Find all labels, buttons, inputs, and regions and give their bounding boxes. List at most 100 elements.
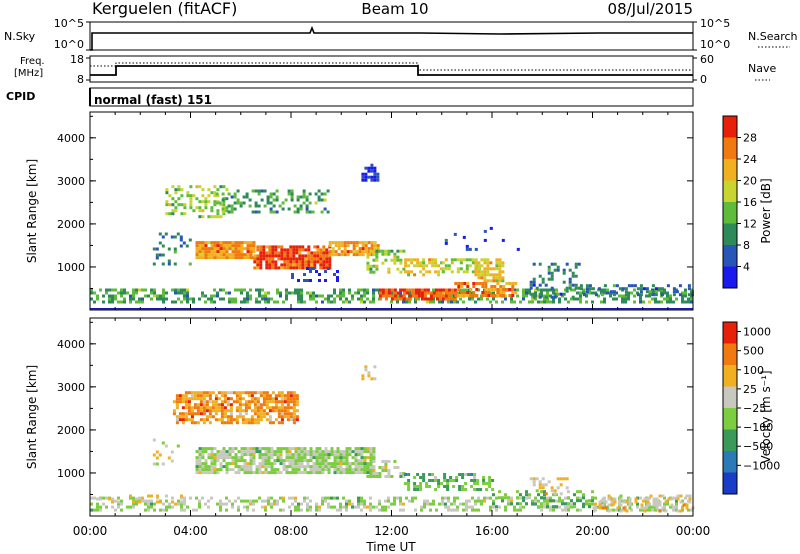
velocity-cell: [202, 400, 206, 404]
velocity-cell: [351, 471, 355, 475]
power-cell: [264, 300, 267, 304]
power-cell: [465, 244, 469, 248]
velocity-cell: [213, 462, 217, 466]
power-cell: [585, 284, 589, 288]
power-cell: [492, 279, 496, 283]
velocity-cell: [522, 505, 525, 509]
velocity-cell: [381, 469, 385, 472]
velocity-cell: [199, 406, 203, 410]
power-cell: [367, 166, 371, 170]
velocity-cell: [99, 508, 102, 512]
power-cell: [498, 279, 502, 283]
power-cell: [465, 264, 469, 268]
power-cell: [399, 270, 403, 274]
velocity-cell: [321, 450, 325, 454]
power-cell: [486, 297, 489, 301]
power-cell: [123, 291, 126, 295]
velocity-cell: [213, 456, 217, 460]
velocity-cell: [141, 496, 144, 500]
velocity-cell: [315, 471, 319, 475]
velocity-cell: [147, 502, 150, 506]
power-cell: [186, 300, 189, 304]
power-cell: [249, 256, 253, 260]
power-cell: [684, 300, 687, 304]
velocity-cell: [216, 459, 220, 463]
power-cell: [480, 258, 484, 262]
velocity-cell: [619, 497, 623, 501]
velocity-cell: [306, 450, 310, 454]
nsky-line: [90, 25, 693, 51]
power-heatmap: [90, 163, 694, 304]
velocity-cell: [184, 397, 188, 401]
velocity-cell: [292, 394, 296, 398]
power-cell: [532, 262, 536, 266]
power-cell: [369, 270, 373, 274]
velocity-cell: [264, 453, 268, 457]
power-cell: [271, 245, 275, 249]
velocity-cell: [541, 477, 545, 481]
power-cell: [352, 244, 356, 248]
power-cell: [615, 297, 618, 301]
power-cell: [252, 247, 256, 251]
colorbar-segment: [723, 472, 737, 494]
power-cell: [213, 247, 217, 251]
velocity-cell: [447, 496, 450, 500]
power-cell: [268, 248, 272, 252]
velocity-cell: [405, 496, 408, 500]
velocity-cell: [357, 453, 361, 457]
velocity-cell: [247, 400, 251, 404]
velocity-cell: [491, 488, 495, 491]
velocity-cell: [285, 447, 289, 451]
velocity-cell: [268, 394, 272, 398]
velocity-cell: [264, 450, 268, 454]
velocity-cell: [261, 447, 265, 451]
power-cell: [447, 264, 451, 268]
velocity-cell: [234, 471, 238, 475]
power-cell: [320, 210, 324, 214]
velocity-cell: [292, 400, 296, 404]
velocity-cell: [663, 502, 666, 506]
velocity-cell: [330, 453, 334, 457]
power-cell: [337, 241, 341, 245]
power-cell: [471, 297, 474, 301]
power-cell: [249, 297, 252, 301]
power-cell: [407, 273, 411, 277]
velocity-cell: [270, 502, 273, 506]
power-cell: [261, 297, 264, 301]
velocity-cell: [201, 496, 204, 500]
velocity-cell: [342, 468, 346, 472]
velocity-cell: [372, 472, 376, 475]
velocity-cell: [612, 508, 615, 512]
power-cell: [259, 245, 263, 249]
velocity-cell: [357, 502, 360, 506]
power-cell: [132, 288, 135, 292]
velocity-cell: [208, 394, 212, 398]
velocity-cell: [228, 468, 232, 472]
power-cell: [459, 288, 462, 292]
velocity-cell: [306, 496, 309, 500]
power-cell: [207, 250, 211, 254]
power-cell: [372, 297, 375, 301]
power-cell: [234, 244, 238, 248]
power-cell: [681, 297, 684, 301]
power-cell: [411, 291, 415, 295]
velocity-cell: [336, 496, 339, 500]
power-cell: [496, 282, 500, 285]
velocity-cell: [117, 502, 120, 506]
velocity-cell: [253, 418, 257, 422]
velocity-cell: [474, 508, 477, 512]
velocity-cell: [366, 475, 370, 478]
velocity-cell: [422, 473, 426, 476]
power-cell: [627, 284, 631, 288]
velocity-cell: [480, 499, 483, 503]
power-cell: [295, 257, 299, 261]
power-cell: [309, 294, 312, 298]
velocity-cell: [249, 465, 253, 469]
velocity-cell: [591, 502, 594, 506]
velocity-xtick-label: 04:00: [173, 524, 208, 538]
power-cell: [541, 277, 545, 281]
power-cell: [574, 262, 578, 266]
power-cell: [402, 267, 406, 271]
